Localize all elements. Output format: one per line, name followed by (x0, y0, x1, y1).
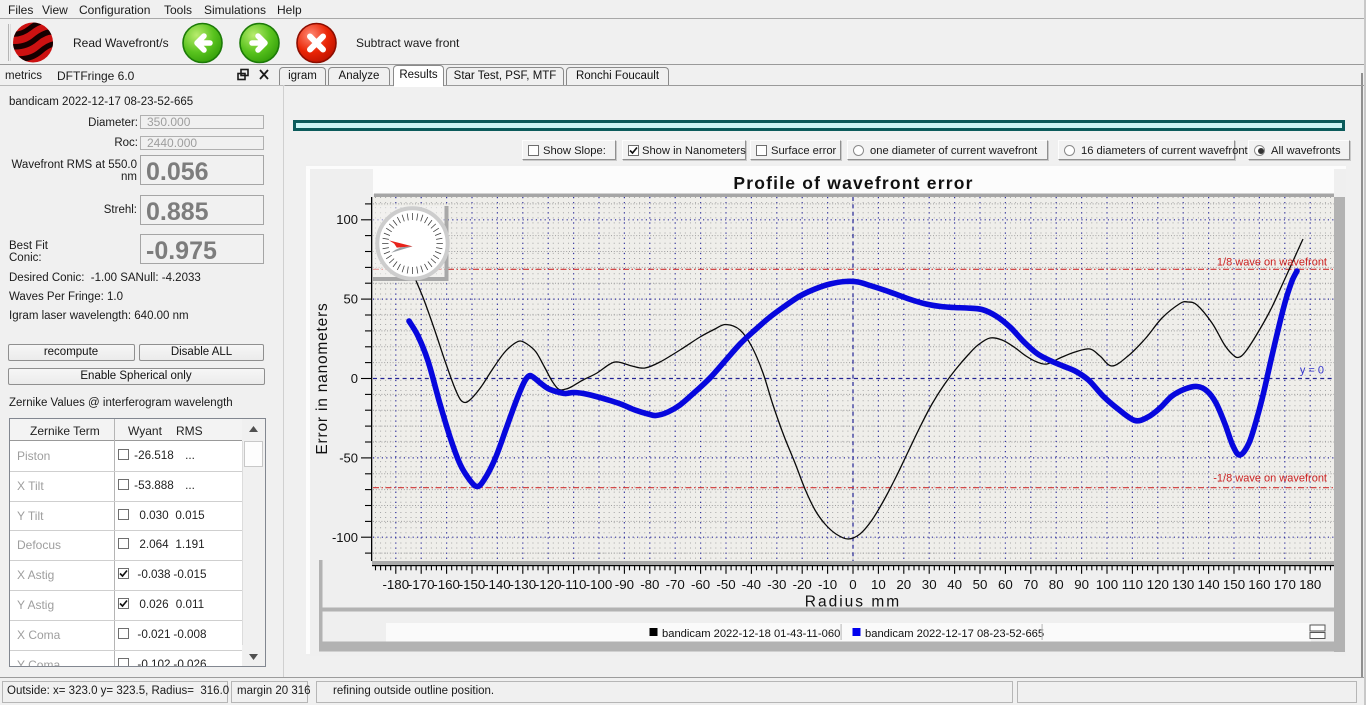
svg-text:1/8 wave on wavefront: 1/8 wave on wavefront (1217, 257, 1327, 269)
svg-text:-100: -100 (332, 530, 358, 545)
svg-text:-30: -30 (767, 577, 786, 592)
svg-text:150: 150 (1223, 577, 1245, 592)
svg-text:-180: -180 (382, 577, 409, 592)
svg-text:-60: -60 (691, 577, 710, 592)
svg-text:20: 20 (896, 577, 911, 592)
svg-text:100: 100 (1096, 577, 1118, 592)
svg-text:10: 10 (871, 577, 886, 592)
svg-text:180: 180 (1299, 577, 1321, 592)
svg-text:-170: -170 (408, 577, 435, 592)
svg-text:-50: -50 (716, 577, 735, 592)
svg-text:50: 50 (344, 292, 358, 307)
svg-text:Profile of wavefront error: Profile of wavefront error (733, 173, 973, 193)
svg-text:70: 70 (1023, 577, 1038, 592)
svg-text:140: 140 (1198, 577, 1220, 592)
svg-text:-100: -100 (586, 577, 613, 592)
svg-text:110: 110 (1122, 577, 1143, 592)
svg-text:160: 160 (1248, 577, 1270, 592)
svg-text:120: 120 (1147, 577, 1169, 592)
svg-text:-140: -140 (484, 577, 511, 592)
svg-text:bandicam 2022-12-18 01-43-11-0: bandicam 2022-12-18 01-43-11-060 (662, 628, 840, 640)
svg-text:-50: -50 (339, 450, 358, 465)
svg-text:0: 0 (849, 577, 856, 592)
svg-text:-110: -110 (561, 577, 587, 592)
svg-text:-150: -150 (459, 577, 486, 592)
svg-text:-20: -20 (793, 577, 812, 592)
svg-text:100: 100 (336, 212, 358, 227)
svg-text:30: 30 (922, 577, 937, 592)
svg-text:80: 80 (1049, 577, 1064, 592)
svg-text:Error in nanometers: Error in nanometers (314, 302, 331, 454)
svg-text:-130: -130 (509, 577, 536, 592)
svg-text:90: 90 (1074, 577, 1089, 592)
svg-text:-80: -80 (640, 577, 659, 592)
svg-text:-40: -40 (742, 577, 761, 592)
svg-text:-120: -120 (535, 577, 562, 592)
svg-text:-90: -90 (615, 577, 634, 592)
svg-text:-10: -10 (818, 577, 837, 592)
svg-text:60: 60 (998, 577, 1013, 592)
svg-text:0: 0 (351, 371, 358, 386)
svg-text:130: 130 (1172, 577, 1194, 592)
svg-text:-1/8 wave on wavefront: -1/8 wave on wavefront (1213, 473, 1327, 485)
svg-text:Radius mm: Radius mm (805, 594, 901, 611)
svg-text:50: 50 (973, 577, 988, 592)
svg-text:bandicam 2022-12-17 08-23-52-6: bandicam 2022-12-17 08-23-52-665 (865, 628, 1044, 640)
svg-text:170: 170 (1274, 577, 1296, 592)
svg-text:-160: -160 (433, 577, 460, 592)
svg-text:40: 40 (947, 577, 962, 592)
svg-text:y = 0: y = 0 (1300, 365, 1324, 377)
svg-text:-70: -70 (666, 577, 685, 592)
